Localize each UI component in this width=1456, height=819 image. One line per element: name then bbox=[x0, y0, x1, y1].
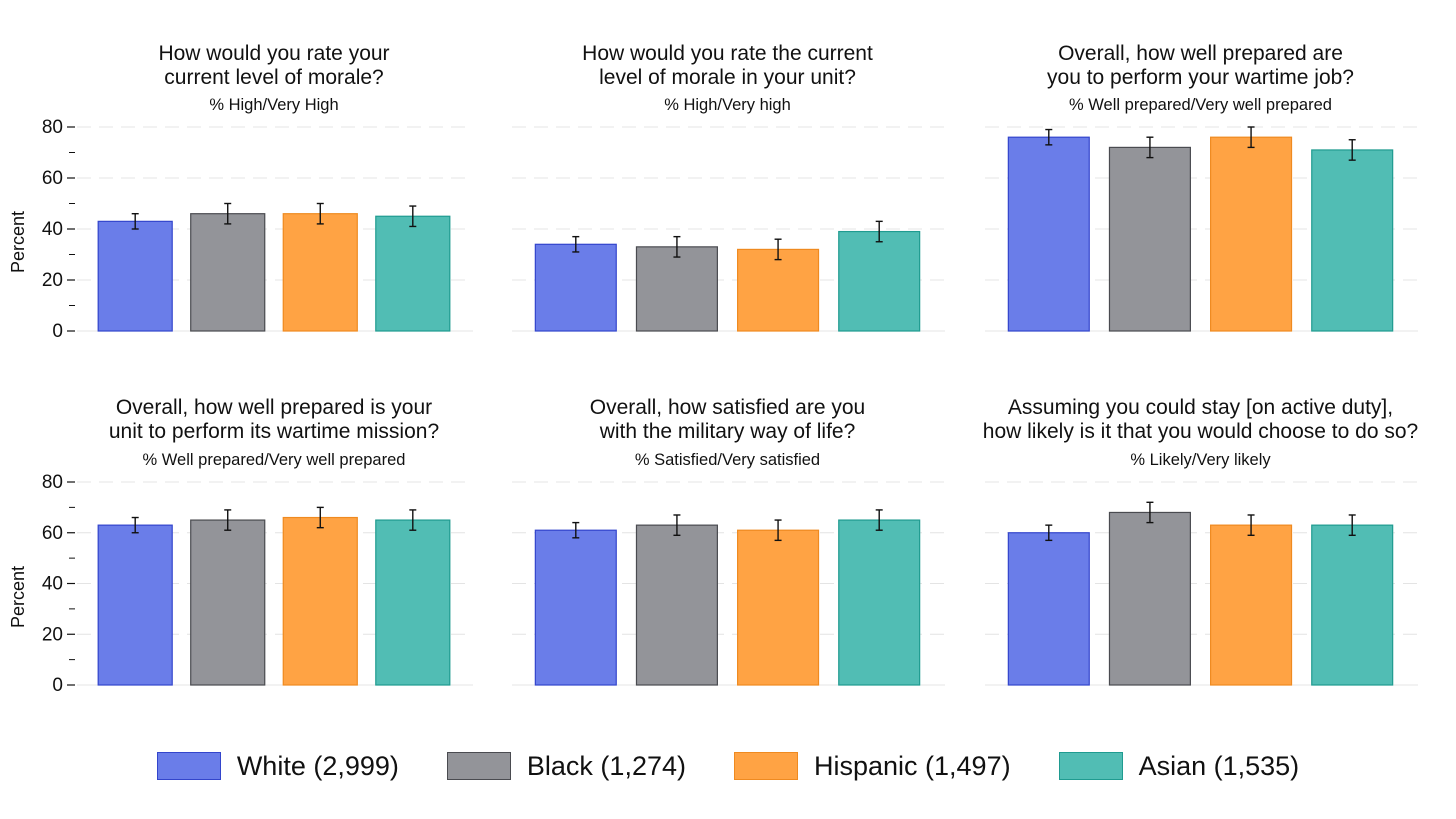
panel-subtitle: % High/Very High bbox=[209, 96, 338, 114]
panel-subtitle: % Well prepared/Very well prepared bbox=[1069, 96, 1332, 114]
legend-swatch-asian bbox=[1058, 752, 1123, 780]
legend-label-asian: Asian (1,535) bbox=[1138, 750, 1300, 781]
bar-asian bbox=[375, 215, 451, 332]
y-tick-label: 80 bbox=[42, 117, 63, 138]
bar-black bbox=[190, 519, 266, 686]
bar-black bbox=[190, 213, 266, 332]
bar-asian bbox=[838, 230, 921, 332]
panel-title-line: level of morale in your unit? bbox=[599, 66, 856, 89]
panel-title-line: with the military way of life? bbox=[599, 420, 856, 443]
legend-label-hispanic: Hispanic (1,497) bbox=[813, 750, 1011, 781]
bar-white bbox=[97, 524, 173, 686]
legend-swatch-white bbox=[156, 752, 221, 780]
legend: White (2,999) Black (1,274) Hispanic (1,… bbox=[0, 736, 1456, 796]
panel-title-line: Overall, how well prepared are bbox=[1058, 42, 1343, 65]
panel-subtitle: % Likely/Very likely bbox=[1130, 451, 1271, 469]
legend-item-black: Black (1,274) bbox=[446, 750, 686, 782]
bar-asian bbox=[1311, 524, 1394, 686]
panel-title-line: Overall, how well prepared is your bbox=[116, 396, 432, 419]
bar-white bbox=[534, 243, 617, 332]
bar-hispanic bbox=[1210, 524, 1293, 686]
panel-subtitle: % High/Very high bbox=[664, 96, 791, 114]
y-tick-label: 60 bbox=[42, 168, 63, 189]
panel-subtitle: % Well prepared/Very well prepared bbox=[143, 451, 406, 469]
panel-subtitle: % Satisfied/Very satisfied bbox=[635, 451, 820, 469]
panel-title-line: Overall, how satisfied are you bbox=[590, 396, 865, 419]
y-axis-label: Percent bbox=[8, 566, 28, 628]
bar-black bbox=[1108, 146, 1191, 332]
legend-label-white: White (2,999) bbox=[236, 750, 399, 781]
legend-item-asian: Asian (1,535) bbox=[1058, 750, 1300, 782]
bar-hispanic bbox=[282, 516, 358, 686]
legend-item-white: White (2,999) bbox=[156, 750, 399, 782]
bar-hispanic bbox=[737, 529, 820, 686]
panel-6: Assuming you could stay [on active duty]… bbox=[983, 396, 1418, 686]
legend-label-black: Black (1,274) bbox=[526, 750, 686, 781]
bar-asian bbox=[838, 519, 921, 686]
legend-swatch-black bbox=[446, 752, 511, 780]
bar-hispanic bbox=[1210, 136, 1293, 332]
panel-title-line: How would you rate the current bbox=[582, 42, 873, 65]
panel-title-line: how likely is it that you would choose t… bbox=[983, 420, 1418, 443]
panel-title-line: Assuming you could stay [on active duty]… bbox=[1008, 396, 1393, 419]
y-tick-label: 40 bbox=[42, 219, 63, 240]
panel-title-line: current level of morale? bbox=[164, 66, 383, 89]
legend-swatch-hispanic bbox=[733, 752, 798, 780]
bar-hispanic bbox=[737, 248, 820, 332]
bar-hispanic bbox=[282, 213, 358, 332]
y-tick-label: 60 bbox=[42, 523, 63, 544]
bar-black bbox=[635, 246, 718, 332]
bar-black bbox=[635, 524, 718, 686]
y-tick-label: 80 bbox=[42, 472, 63, 493]
y-tick-label: 20 bbox=[42, 270, 63, 291]
bar-white bbox=[97, 220, 173, 332]
y-tick-label: 0 bbox=[52, 675, 63, 696]
panel-title-line: unit to perform its wartime mission? bbox=[109, 420, 439, 443]
y-tick-label: 20 bbox=[42, 624, 63, 645]
bar-white bbox=[534, 529, 617, 686]
y-tick-label: 0 bbox=[52, 321, 63, 342]
panel-title-line: you to perform your wartime job? bbox=[1047, 66, 1354, 89]
bar-white bbox=[1007, 136, 1090, 332]
legend-item-hispanic: Hispanic (1,497) bbox=[733, 750, 1011, 782]
y-axis-label: Percent bbox=[8, 211, 28, 273]
panel-title-line: How would you rate your bbox=[158, 42, 389, 65]
bar-white bbox=[1007, 532, 1090, 686]
bar-black bbox=[1108, 511, 1191, 686]
bar-asian bbox=[1311, 149, 1394, 332]
bar-asian bbox=[375, 519, 451, 686]
y-tick-label: 40 bbox=[42, 574, 63, 595]
